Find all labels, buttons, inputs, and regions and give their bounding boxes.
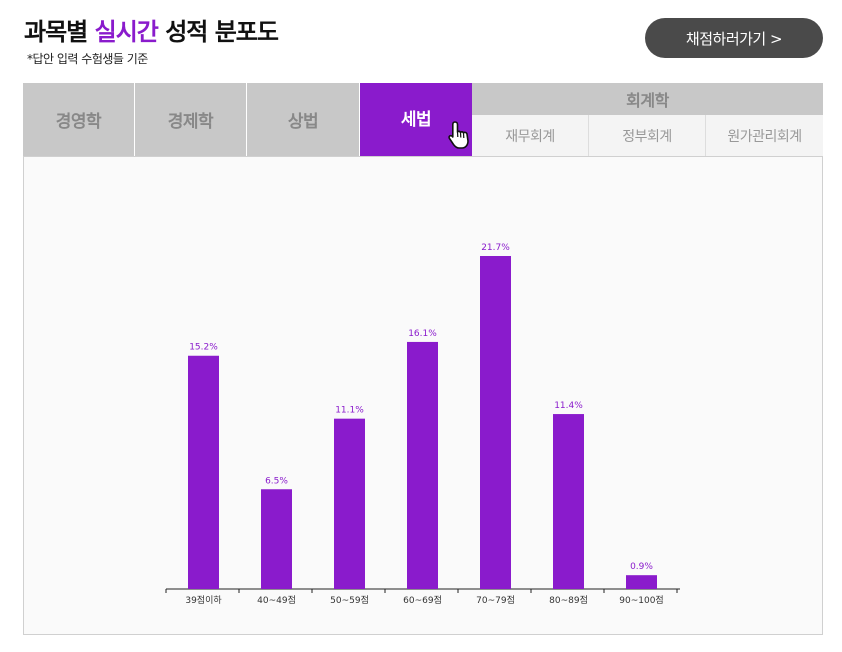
bar bbox=[407, 341, 438, 589]
x-tick-label: 40~49점 bbox=[257, 594, 296, 606]
page-subtitle: *답안 입력 수험생들 기준 bbox=[27, 52, 148, 66]
tab-economics[interactable]: 경제학 bbox=[135, 83, 247, 156]
page-title: 과목별 실시간 성적 분포도 bbox=[24, 12, 279, 47]
x-tick-label: 60~69점 bbox=[403, 594, 442, 606]
tab-business[interactable]: 경영학 bbox=[23, 83, 135, 156]
subtab-financial-accounting[interactable]: 재무회계 bbox=[472, 115, 589, 156]
grade-button[interactable]: 채점하러가기 > bbox=[645, 18, 823, 58]
subtab-government-accounting[interactable]: 정부회계 bbox=[589, 115, 706, 156]
distribution-bar-chart: 15.2% 39점이하 6.5% 40~49점 11.1% 50~59점 16.1% 60~6… bbox=[165, 243, 680, 606]
x-tick-label: 80~89점 bbox=[549, 594, 588, 606]
x-tick-label: 39점이하 bbox=[185, 594, 222, 606]
hand-pointer-icon bbox=[448, 121, 469, 149]
x-tick-label: 70~79점 bbox=[476, 594, 515, 606]
bar bbox=[626, 575, 657, 589]
data-label: 16.1% bbox=[408, 329, 437, 339]
bar bbox=[553, 414, 584, 589]
tab-commercial-law[interactable]: 상법 bbox=[247, 83, 360, 156]
bar bbox=[334, 418, 365, 589]
bar bbox=[261, 489, 292, 589]
x-tick-label: 50~59점 bbox=[330, 594, 369, 606]
data-label: 11.1% bbox=[335, 406, 364, 416]
chart-area: 15.2% 39점이하 6.5% 40~49점 11.1% 50~59점 16.1% 60~6… bbox=[23, 156, 823, 635]
data-label: 11.4% bbox=[554, 401, 583, 411]
bar bbox=[188, 355, 219, 589]
data-label: 0.9% bbox=[630, 562, 653, 572]
data-label: 15.2% bbox=[189, 343, 218, 353]
subject-tabs: 경영학 경제학 상법 세법 회계학 재무회계 정부회계 원가관리회계 bbox=[23, 83, 823, 156]
bar bbox=[480, 256, 511, 589]
tab-tax-law[interactable]: 세법 bbox=[360, 83, 472, 156]
title-prefix: 과목별 bbox=[24, 18, 95, 46]
tab-accounting-group: 회계학 bbox=[472, 83, 823, 115]
x-tick-label: 90~100점 bbox=[619, 594, 663, 606]
data-label: 6.5% bbox=[265, 476, 288, 486]
data-label: 21.7% bbox=[481, 243, 510, 253]
subtab-cost-accounting[interactable]: 원가관리회계 bbox=[706, 115, 823, 156]
title-suffix: 성적 분포도 bbox=[157, 18, 279, 46]
title-accent: 실시간 bbox=[94, 18, 159, 46]
